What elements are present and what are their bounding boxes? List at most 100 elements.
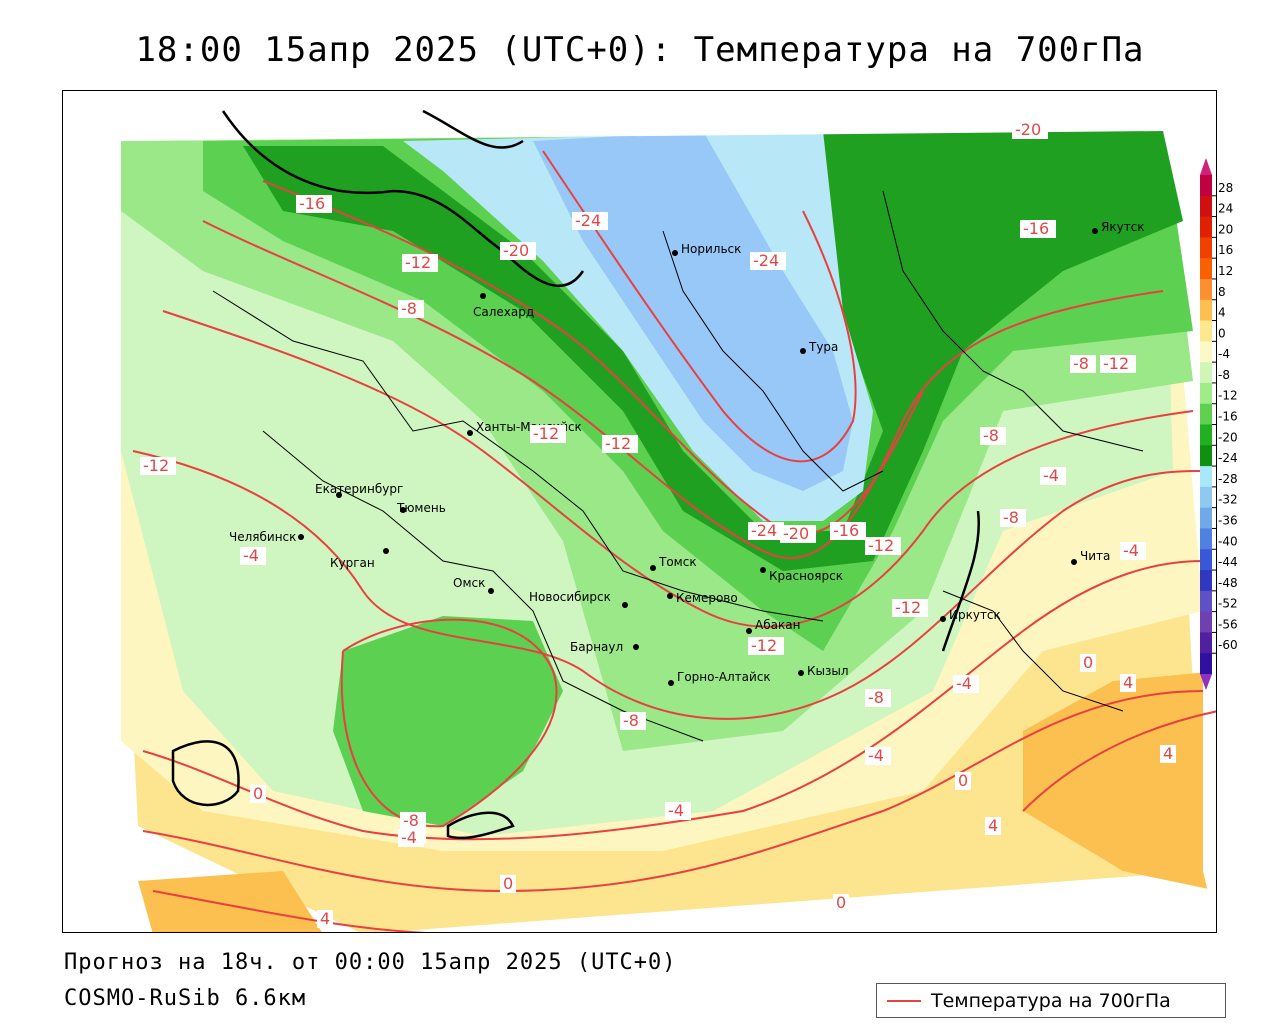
colorbar-segment bbox=[1200, 403, 1212, 425]
city-dot bbox=[383, 548, 389, 554]
contour-label-bg bbox=[398, 300, 424, 318]
city-dot bbox=[1071, 559, 1077, 565]
contour-label-bg bbox=[240, 547, 266, 565]
isotherm-line bbox=[142, 560, 1204, 841]
contour-label: -8 bbox=[403, 811, 419, 830]
contour-label: -12 bbox=[143, 456, 169, 475]
colorbar-label: 20 bbox=[1218, 222, 1233, 236]
colorbar-label: 28 bbox=[1218, 181, 1233, 195]
colorbar-segment bbox=[1200, 320, 1212, 342]
contour-label-bg bbox=[833, 894, 849, 912]
contour-label-bg bbox=[140, 457, 176, 475]
contour-label-bg bbox=[317, 910, 333, 928]
contour-label: -4 bbox=[401, 828, 417, 847]
colorbar-label: -16 bbox=[1218, 410, 1238, 424]
isotherm-line bbox=[132, 450, 1204, 720]
contour-label: -16 bbox=[1023, 219, 1049, 238]
contour-label-bg bbox=[780, 525, 816, 543]
isotherm-line bbox=[340, 618, 558, 828]
contour-label: -8 bbox=[401, 299, 417, 318]
colorbar-label: -36 bbox=[1218, 513, 1238, 527]
coast-line bbox=[446, 811, 515, 840]
contour-label-bg bbox=[1070, 355, 1096, 373]
colorbar-label: -20 bbox=[1218, 430, 1238, 444]
isotherm-line bbox=[162, 310, 1194, 628]
contour-label: -4 bbox=[1123, 541, 1139, 560]
colorbar-segment bbox=[1200, 175, 1212, 197]
contour-label: -8 bbox=[868, 688, 884, 707]
outside-domain bbox=[63, 91, 1216, 932]
border-line bbox=[942, 590, 1124, 712]
colorbar-segment bbox=[1200, 590, 1212, 613]
city-label: Томск bbox=[658, 555, 697, 569]
city-label: Чита bbox=[1080, 549, 1110, 563]
contour-label: -4 bbox=[243, 546, 259, 565]
colorbar-segment bbox=[1200, 570, 1212, 592]
contour-label: -4 bbox=[668, 801, 684, 820]
contour-label: -16 bbox=[833, 521, 859, 540]
colorbar-label: 0 bbox=[1218, 326, 1226, 340]
contour-label-bg bbox=[296, 195, 332, 213]
contour-label-bg bbox=[1012, 121, 1048, 139]
colorbar-segment bbox=[1200, 362, 1212, 384]
contour-label-bg bbox=[250, 785, 266, 803]
border-line bbox=[882, 190, 1144, 452]
colorbar-label: -28 bbox=[1218, 472, 1238, 486]
contour-label-bg bbox=[530, 425, 566, 443]
colorbar-label: 24 bbox=[1218, 202, 1233, 216]
contour-label: -8 bbox=[1073, 354, 1089, 373]
map-panel[interactable]: Норильск Тура Салехард Ханты-Мансийск Екатер… bbox=[62, 90, 1217, 933]
isotherm-line bbox=[1022, 710, 1216, 812]
contour-label: -20 bbox=[503, 241, 529, 260]
contour-label-bg bbox=[620, 712, 646, 730]
contour-label-bg bbox=[1160, 745, 1176, 763]
contour-label-bg bbox=[400, 812, 426, 830]
isotherm-line bbox=[542, 150, 857, 463]
contour-label: -24 bbox=[575, 211, 601, 230]
city-dot bbox=[760, 567, 766, 573]
isotherm-line bbox=[142, 690, 1204, 893]
contour-label: -24 bbox=[751, 521, 777, 540]
zone-light-green-south bbox=[333, 616, 563, 826]
contour-label-bg bbox=[955, 772, 971, 790]
contour-label: 4 bbox=[320, 909, 330, 928]
city-label: Якутск bbox=[1101, 220, 1145, 234]
isotherm-line bbox=[152, 890, 427, 932]
contour-label: -4 bbox=[956, 674, 972, 693]
city-dot bbox=[672, 250, 678, 256]
city-dot bbox=[940, 616, 946, 622]
contour-label: -12 bbox=[605, 434, 631, 453]
city-dot bbox=[298, 534, 304, 540]
city-label: Барнаул bbox=[570, 640, 623, 654]
border-line bbox=[262, 430, 704, 742]
colorbar-label: 12 bbox=[1218, 264, 1233, 278]
city-label: Норильск bbox=[681, 242, 741, 256]
isotherm-lines bbox=[132, 150, 1216, 932]
border-line bbox=[662, 230, 884, 492]
page-title: 18:00 15апр 2025 (UTC+0): Температура на… bbox=[135, 30, 1145, 70]
zone-orange-south bbox=[138, 871, 322, 932]
city-dot bbox=[467, 430, 473, 436]
contour-label: 0 bbox=[253, 784, 263, 803]
city-label: Абакан bbox=[755, 618, 800, 632]
city-dot bbox=[1092, 228, 1098, 234]
legend-box: Температура на 700гПа bbox=[876, 983, 1226, 1018]
city-dot bbox=[400, 507, 406, 513]
city-label: Салехард bbox=[473, 305, 534, 319]
coast-line bbox=[171, 740, 240, 807]
contour-label: 4 bbox=[1163, 744, 1173, 763]
city-label: Красноярск bbox=[769, 569, 843, 583]
city-label: Екатеринбург bbox=[315, 482, 403, 496]
colorbar-label: -8 bbox=[1218, 368, 1230, 382]
colorbar-segment bbox=[1200, 466, 1212, 488]
map-canvas[interactable]: НорильскТураСалехардХанты-МансийскЕкатер… bbox=[63, 91, 1217, 933]
coast-line bbox=[422, 109, 524, 149]
city-dot bbox=[800, 348, 806, 354]
contour-label: 0 bbox=[503, 874, 513, 893]
city-dot bbox=[668, 680, 674, 686]
city-label: Тюмень bbox=[396, 501, 446, 515]
city-label: Челябинск bbox=[229, 530, 296, 544]
contour-label-bg bbox=[1120, 674, 1136, 692]
admin-borders bbox=[212, 190, 1144, 742]
zone-very-cold bbox=[533, 131, 853, 491]
